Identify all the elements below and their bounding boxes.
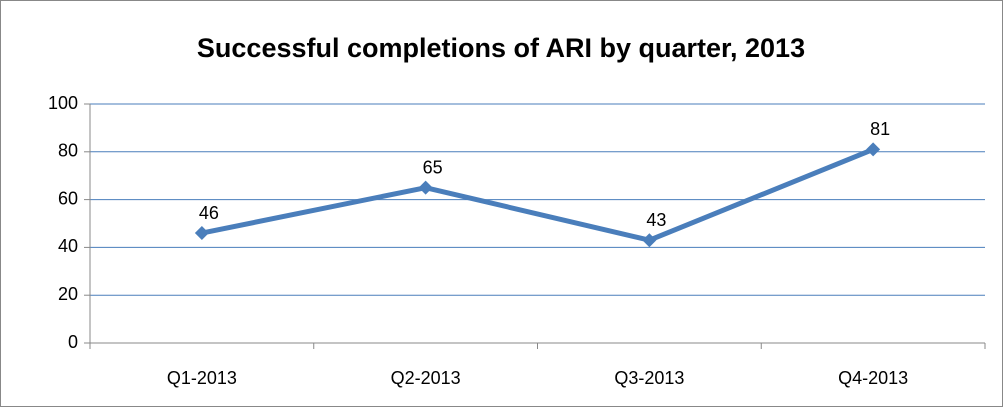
data-label: 65	[423, 157, 443, 177]
data-marker	[194, 226, 209, 241]
data-label: 81	[870, 119, 890, 139]
x-tick-label: Q2-2013	[391, 368, 461, 388]
y-tick-label: 20	[58, 284, 78, 304]
data-label: 43	[646, 210, 666, 230]
data-marker	[642, 233, 657, 248]
x-tick-label: Q3-2013	[614, 368, 684, 388]
data-marker	[418, 180, 433, 195]
y-tick-label: 100	[48, 93, 78, 113]
y-tick-label: 0	[68, 332, 78, 352]
x-tick-label: Q1-2013	[167, 368, 237, 388]
chart-title: Successful completions of ARI by quarter…	[197, 33, 805, 63]
y-tick-label: 60	[58, 188, 78, 208]
data-line	[201, 147, 875, 243]
data-label: 46	[199, 203, 219, 223]
data-marker	[866, 142, 881, 157]
x-tick-label: Q4-2013	[838, 368, 908, 388]
y-tick-label: 40	[58, 236, 78, 256]
y-tick-label: 80	[58, 141, 78, 161]
